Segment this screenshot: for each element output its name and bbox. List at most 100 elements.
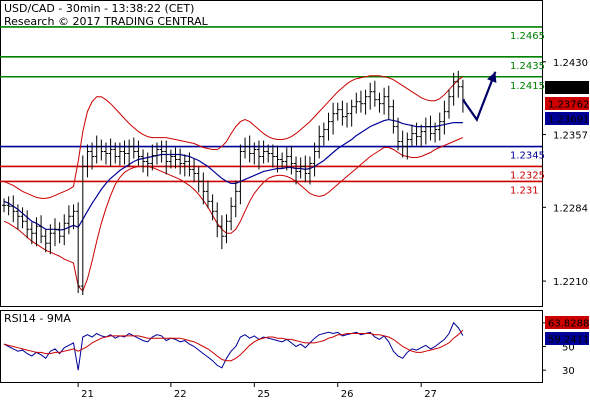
price-bar [233, 180, 238, 218]
price-bar [210, 194, 215, 221]
price-bar [66, 205, 71, 235]
price-bar [382, 87, 387, 115]
rsi-panel-frame [0, 310, 543, 383]
price-bar [331, 102, 336, 135]
price-bar [340, 100, 345, 126]
price-bar [294, 156, 299, 185]
rsi-value-tags: 63.8288 59.2411 [545, 316, 589, 346]
price-y-tick-1-2357: 1.2357 [553, 131, 588, 142]
price-bar [108, 138, 113, 167]
rsi-plot-area [3, 321, 464, 371]
price-bar [243, 137, 248, 159]
x-tick-25: 25 [257, 389, 270, 400]
price-bar [99, 139, 104, 161]
price-bar [275, 145, 280, 173]
svg-text:59.2411: 59.2411 [548, 335, 589, 346]
price-bar [34, 217, 39, 247]
x-tick-27: 27 [424, 389, 437, 400]
price-bar [168, 149, 173, 169]
price-bar [178, 148, 183, 175]
price-bar [303, 155, 308, 183]
rsi-y-tick-50: 50 [562, 343, 575, 354]
price-bar [349, 99, 354, 127]
price-bar [256, 140, 261, 170]
price-bar [280, 152, 285, 169]
price-bar [113, 142, 118, 164]
svg-text:1.23762: 1.23762 [548, 100, 589, 111]
price-bar [396, 117, 401, 151]
price-bar [164, 140, 169, 175]
price-bar [11, 195, 16, 223]
price-bar [29, 222, 34, 245]
moving-average-line [3, 118, 463, 231]
price-bar [252, 142, 257, 165]
price-bar [391, 99, 396, 134]
price-bar [103, 142, 108, 165]
price-bar [159, 140, 164, 163]
x-axis: 21 22 25 26 27 [77, 383, 437, 400]
price-bar [201, 172, 206, 205]
price-bar [229, 197, 234, 231]
level-label-1-2465: 1.2465 [510, 31, 545, 42]
price-value-tag-1-23762: 1.23762 [545, 97, 589, 111]
price-bar [94, 135, 99, 164]
price-bar [154, 142, 159, 165]
price-bar [326, 112, 331, 141]
rsi-y-tick-30: 30 [562, 366, 575, 377]
rsi-value-tag-63-8288: 63.8288 [545, 316, 589, 330]
chart-subtitle: Research © 2017 TRADING CENTRAL [4, 15, 209, 28]
price-bar [43, 229, 48, 253]
forecast-arrow [462, 71, 497, 122]
price-y-tick-1-2284: 1.2284 [553, 203, 588, 214]
svg-text:1.23921: 1.23921 [548, 84, 589, 95]
price-bar [136, 140, 141, 166]
price-bar [238, 144, 243, 205]
price-bar [298, 157, 303, 179]
price-bar [182, 154, 187, 177]
rsi-value-tag-59-2411: 59.2411 [545, 332, 589, 346]
price-value-tag-1-23691: 1.23691 [545, 112, 589, 126]
price-bar [247, 135, 252, 163]
price-bar [372, 80, 377, 107]
price-bar [451, 72, 456, 106]
price-bar [39, 215, 44, 244]
price-bar [90, 142, 95, 170]
level-label-1-2415: 1.2415 [510, 81, 545, 92]
price-bar [85, 144, 90, 178]
price-bar [2, 198, 6, 213]
svg-text:63.8288: 63.8288 [548, 319, 589, 330]
price-bar [405, 132, 410, 160]
price-bar [266, 144, 271, 163]
price-bar [363, 89, 368, 115]
price-bar [173, 147, 178, 169]
price-value-tag-1-23921: 1.23921 [545, 81, 589, 95]
price-bar [419, 124, 424, 148]
svg-text:1.23691: 1.23691 [548, 115, 589, 126]
price-bar [71, 204, 76, 230]
price-bar [215, 202, 220, 238]
price-y-tick-1-2430: 1.2430 [553, 58, 588, 69]
price-bar [205, 180, 210, 209]
forecast-arrow-head [487, 71, 497, 83]
price-bar [25, 210, 30, 239]
price-bar [219, 215, 224, 250]
price-bar [409, 124, 414, 147]
price-bar [62, 214, 67, 246]
price-bar [447, 89, 452, 119]
price-bar [80, 155, 85, 296]
price-bar [57, 222, 62, 244]
price-bar [187, 152, 192, 177]
price-bar [368, 82, 373, 110]
rsi-ma-line [3, 329, 464, 362]
rsi-panel-title: RSI14 - 9MA [4, 312, 71, 325]
price-bar [317, 125, 322, 159]
level-label-1-2435: 1.2435 [510, 61, 545, 72]
price-bar [131, 137, 136, 159]
price-bar [400, 130, 405, 158]
price-plot-area: 1.2465 1.2435 1.2415 1.2345 1.2325 1.231 [0, 26, 545, 296]
x-tick-21: 21 [81, 389, 94, 400]
price-bar [150, 144, 155, 171]
price-value-tags: 1.23921 1.23762 1.23691 [545, 81, 589, 126]
price-bar [127, 139, 132, 167]
